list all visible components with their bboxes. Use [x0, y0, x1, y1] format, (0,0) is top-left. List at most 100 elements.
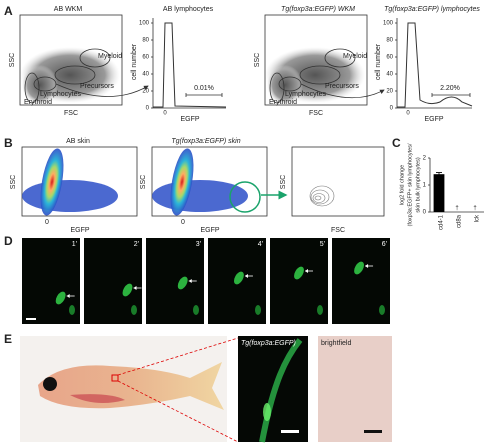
histogram-curve: [397, 22, 473, 108]
scale-bar: [281, 430, 299, 433]
arrow: [55, 83, 149, 97]
plot-title: AB skin: [66, 138, 90, 145]
y-tick-label: 0: [146, 106, 150, 112]
y-tick-label: 40: [386, 72, 393, 78]
gate-bar: [431, 93, 471, 97]
panel-label: D: [4, 234, 13, 248]
zoom-box: [111, 374, 119, 382]
panel-label: C: [392, 136, 401, 150]
density: [40, 148, 64, 216]
gate-label: Erythroid: [269, 99, 297, 106]
zoom-lines: [117, 337, 239, 443]
density: [170, 148, 194, 216]
y-label: skin bulk lymphocytes): [415, 157, 421, 212]
gate: [324, 48, 356, 68]
panel-label: B: [4, 136, 13, 150]
plot-title: Tg(foxp3a:EGFP) skin: [171, 138, 240, 145]
arrowhead: [66, 294, 70, 298]
cell: [122, 283, 133, 297]
arrowhead: [188, 279, 192, 283]
scale-bar: [26, 318, 36, 320]
density-b2: Tg(foxp3a:EGFP) skin 0 EGFP SSC: [140, 138, 288, 234]
y-tick-label: 60: [386, 55, 393, 61]
plot-frame: [264, 14, 368, 106]
scatter-a2: Tg(foxp3a:EGFP) WKM Myeloid Precursors L…: [254, 6, 385, 117]
y-label: SSC: [280, 175, 287, 189]
y-tick-label: 2: [423, 156, 427, 162]
marker: †: [455, 206, 458, 212]
plot-frame: [19, 14, 123, 106]
frame-label: 2': [134, 241, 139, 248]
scale-bar: [364, 430, 382, 433]
cell: [354, 261, 364, 275]
y-tick-label: 1: [423, 183, 427, 189]
marker: †: [473, 206, 476, 212]
frame-label: 6': [382, 241, 387, 248]
histogram-curve: [153, 22, 227, 108]
gate: [79, 48, 111, 68]
y-tick-label: 60: [142, 55, 149, 61]
y-tick-label: 100: [139, 21, 150, 27]
gate-label: Erythroid: [24, 99, 52, 106]
plot-title: AB lymphocytes: [163, 6, 214, 13]
cell: [255, 305, 261, 315]
arrowhead: [365, 264, 369, 268]
image-title: Tg(foxp3a:EGFP): [241, 340, 296, 347]
gate-label: 0.01%: [194, 85, 214, 92]
photo: [318, 336, 392, 442]
cell: [294, 266, 304, 280]
plot-frame: [21, 146, 138, 217]
cell: [55, 291, 66, 305]
y-label: SSC: [254, 53, 261, 67]
gate-label: Myeloid: [343, 53, 367, 60]
x-tick-label: 0: [181, 219, 185, 226]
cell: [317, 305, 323, 315]
fluorescence-image: Tg(foxp3a:EGFP): [238, 336, 308, 443]
density-b1: AB skin 0 EGFP SSC: [10, 138, 138, 234]
x-label: EGFP: [200, 227, 219, 234]
y-label: cell number: [375, 43, 382, 80]
x-label: EGFP: [424, 116, 443, 123]
fish-organs: [70, 394, 125, 404]
y-tick-label: 80: [386, 38, 393, 44]
error-bar: [436, 172, 442, 176]
arrowhead: [305, 269, 308, 273]
gate-label: Lymphocytes: [285, 91, 326, 98]
y-label: cell number: [131, 43, 138, 80]
x-label: FSC: [64, 110, 78, 117]
gate-label: 2.20%: [440, 85, 460, 92]
frame-label: 4': [258, 241, 263, 248]
gate-label: Lymphocytes: [40, 91, 81, 98]
y-tick-label: 40: [142, 72, 149, 78]
fish-image: [20, 336, 239, 443]
gate-label: Precursors: [80, 83, 114, 90]
y-tick-label: 100: [383, 21, 394, 27]
eye: [43, 377, 57, 391]
y-tick-label: 80: [142, 38, 149, 44]
contours: [309, 185, 335, 207]
x-tick-label: 0: [45, 219, 49, 226]
histogram-a2: Tg(foxp3a:EGFP) lymphocytes 2.20% EGFP c…: [375, 6, 481, 123]
cell: [193, 305, 199, 315]
density: [22, 180, 118, 212]
arrowhead: [133, 286, 137, 290]
gate: [299, 65, 341, 85]
cloud: [267, 65, 303, 105]
plot-title: Tg(foxp3a:EGFP) WKM: [281, 6, 355, 13]
x-tick-label: 0: [406, 111, 410, 117]
x-label: EGFP: [180, 116, 199, 123]
y-label: log2 fold change: [399, 165, 405, 205]
axes: [396, 18, 472, 109]
y-label: SSC: [9, 53, 16, 67]
y-label: SSC: [10, 175, 17, 189]
image-title: brightfield: [321, 340, 351, 347]
panel-label: A: [4, 4, 13, 18]
x-label: FSC: [309, 110, 323, 117]
gate: [269, 72, 285, 104]
panel-label: E: [4, 332, 12, 346]
bar: [433, 174, 445, 212]
y-tick-label: 0: [390, 106, 394, 112]
x-label: FSC: [331, 227, 345, 234]
plot-title: AB WKM: [54, 6, 83, 13]
